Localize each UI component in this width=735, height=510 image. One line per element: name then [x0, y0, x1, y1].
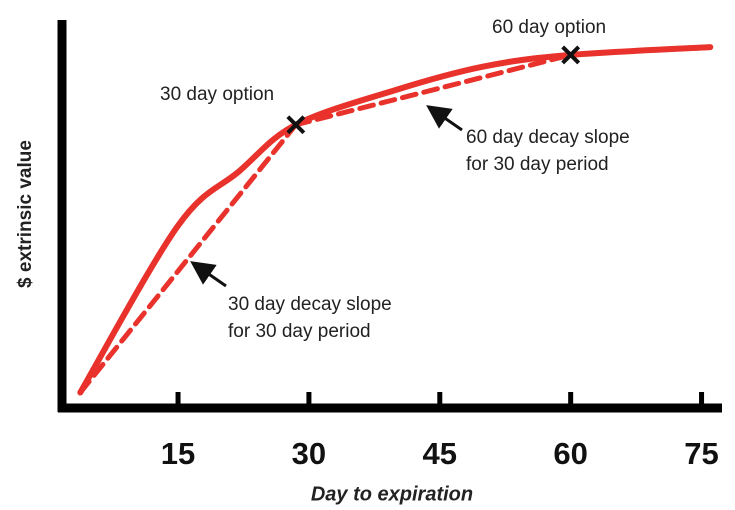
x-tick-label: 15	[161, 436, 195, 471]
dashed-line	[77, 122, 299, 395]
x-axis-label: Day to expiration	[311, 483, 473, 505]
x-marker	[561, 45, 581, 65]
annotation: 60 day option	[492, 17, 606, 38]
arrow	[190, 261, 227, 288]
annotation: 60 day decay slope	[466, 127, 630, 148]
annotation: 30 day decay slope	[228, 294, 392, 315]
arrow	[426, 105, 463, 132]
x-tick-label: 30	[292, 436, 326, 471]
dashed-line	[293, 52, 574, 128]
x-tick-label: 60	[553, 436, 587, 471]
x-tick-label: 75	[684, 436, 718, 471]
x-marker	[286, 115, 306, 135]
y-axis-label: $ extrinsic value	[15, 140, 36, 288]
annotation: for 30 day period	[228, 321, 371, 342]
annotation: 30 day option	[160, 84, 274, 105]
annotation: for 30 day period	[466, 154, 609, 175]
x-tick-label: 45	[423, 436, 457, 471]
